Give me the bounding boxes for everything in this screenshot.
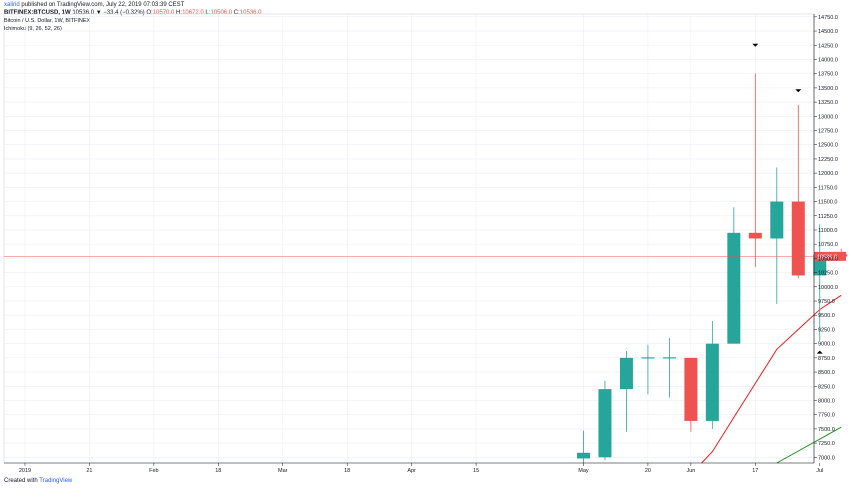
- ohlc-low: 10506.0: [210, 10, 233, 16]
- candle: [727, 207, 741, 344]
- price-tick-label: 9250.0: [818, 327, 835, 333]
- author-name[interactable]: xalirid: [4, 2, 20, 8]
- series-title: Bitcoin / U.S. Dollar, 1W, BITFINEX: [4, 18, 91, 24]
- time-axis: 201921Feb18Mar18Apr15May20Jun17Jul15Aug1…: [4, 462, 823, 474]
- candle-body: [619, 357, 633, 390]
- ohlc-values: O:10570.0 H:10672.0 L:10506.0 C:10536.0: [146, 10, 262, 16]
- time-tick-label: Jun: [686, 468, 695, 474]
- time-tick-label: Jul: [816, 468, 823, 474]
- marker-arrow-up: [816, 350, 823, 354]
- price-tick-label: 7750.0: [818, 413, 835, 419]
- price-tick-label: 11500.0: [818, 200, 837, 206]
- footer-prefix: Created with: [4, 478, 38, 484]
- ichimoku-lines: [701, 294, 842, 464]
- candle: [791, 104, 805, 279]
- price-tick-label: 9000.0: [818, 342, 835, 348]
- tradingview-logo[interactable]: TradingView: [39, 478, 73, 484]
- price-tick-label: 7250.0: [818, 441, 835, 447]
- candles: [576, 73, 848, 463]
- indicator-legend[interactable]: Ichimoku (9, 26, 52, 26): [4, 26, 62, 32]
- last-change: 10536.0 ▼ −33.4 (−0.32%): [72, 10, 145, 16]
- time-tick-label: 18: [215, 468, 221, 474]
- ohlc-close: 10536.0: [239, 10, 262, 16]
- price-tick-label: 10750.0: [818, 242, 838, 248]
- ichimoku-green-line: [776, 426, 842, 464]
- candle: [770, 167, 784, 304]
- candle: [576, 430, 590, 463]
- candle-body: [748, 232, 762, 239]
- price-tick-label: 7000.0: [818, 455, 835, 461]
- price-tick-label: 14250.0: [818, 43, 838, 49]
- author-line: xalirid published on TradingView.com, Ju…: [4, 1, 184, 9]
- candle: [619, 351, 633, 432]
- price-tick-label: 12500.0: [818, 143, 838, 149]
- candle: [748, 73, 762, 267]
- candle-body: [662, 357, 676, 359]
- candle-body: [684, 357, 698, 421]
- time-tick-label: Feb: [149, 468, 158, 474]
- time-tick-label: Mar: [278, 468, 288, 474]
- candle: [641, 344, 655, 395]
- price-tick-label: 11750.0: [818, 185, 837, 191]
- candle: [598, 380, 612, 461]
- time-tick-label: 21: [86, 468, 92, 474]
- time-tick-label: 18: [344, 468, 350, 474]
- candle-body: [641, 357, 655, 359]
- time-tick-label: 2019: [19, 468, 31, 474]
- price-tick-label: 7500.0: [818, 427, 835, 433]
- price-tick-label: 11250.0: [818, 214, 837, 220]
- time-tick-label: 15: [473, 468, 479, 474]
- candle: [705, 320, 719, 429]
- candle-body: [791, 201, 805, 276]
- time-tick-label: Apr: [407, 468, 416, 474]
- last-price-label: 10536.0: [817, 254, 837, 260]
- time-tick-label: 20: [645, 468, 651, 474]
- price-tick-label: 12000.0: [818, 171, 838, 177]
- markers: [752, 43, 823, 354]
- candle: [684, 357, 698, 432]
- ichimoku-red-line: [701, 294, 842, 464]
- symbol-name: BITFINEX:BTCUSD, 1W: [4, 10, 71, 16]
- price-tick-label: 13250.0: [818, 100, 838, 106]
- price-tick-label: 8750.0: [818, 356, 835, 362]
- price-tick-label: 10500.0: [818, 256, 838, 262]
- marker-arrow-down: [795, 89, 802, 93]
- price-tick-label: 10000.0: [818, 285, 838, 291]
- price-tick-label: 12250.0: [818, 157, 838, 163]
- price-tick-label: 13500.0: [818, 86, 838, 92]
- grid-lines: [3, 13, 821, 464]
- price-tick-label: 11000.0: [818, 228, 837, 234]
- marker-arrow-down: [752, 43, 759, 47]
- price-tick-label: 10250.0: [818, 271, 838, 277]
- price-tick-label: 9750.0: [818, 299, 835, 305]
- symbol-line: BITFINEX:BTCUSD, 1W 10536.0 ▼ −33.4 (−0.…: [4, 9, 262, 17]
- last-price-line: 10536.0: [4, 251, 846, 261]
- candle: [662, 337, 676, 398]
- footer-credit: Created with TradingView: [4, 478, 72, 484]
- price-tick-label: 8000.0: [818, 398, 835, 404]
- publish-info: published on TradingView.com, July 22, 2…: [21, 2, 185, 8]
- price-tick-label: 13000.0: [818, 114, 838, 120]
- price-tick-label: 14500.0: [818, 29, 838, 35]
- candle-body: [598, 389, 612, 458]
- price-tick-label: 8250.0: [818, 384, 835, 390]
- price-tick-label: 13750.0: [818, 72, 838, 78]
- price-tick-label: 12750.0: [818, 129, 838, 135]
- candle-body: [770, 201, 784, 239]
- price-tick-label: 8500.0: [818, 370, 835, 376]
- price-tick-label: 9500.0: [818, 313, 835, 319]
- ohlc-high: 10672.0: [182, 10, 204, 16]
- candle-body: [705, 343, 719, 421]
- candle-body: [727, 232, 741, 344]
- time-tick-label: 17: [752, 468, 758, 474]
- ohlc-open: 10570.0: [152, 10, 175, 16]
- price-axis: 7000.0 7250.0 7500.0 7750.0 8000.0 8250.0 8500…: [813, 14, 838, 463]
- price-tick-label: 14750.0: [818, 15, 838, 21]
- time-tick-label: May: [578, 468, 589, 474]
- last-price-badge: [814, 251, 846, 261]
- price-tick-label: 14000.0: [818, 57, 838, 63]
- candle-body: [576, 452, 590, 459]
